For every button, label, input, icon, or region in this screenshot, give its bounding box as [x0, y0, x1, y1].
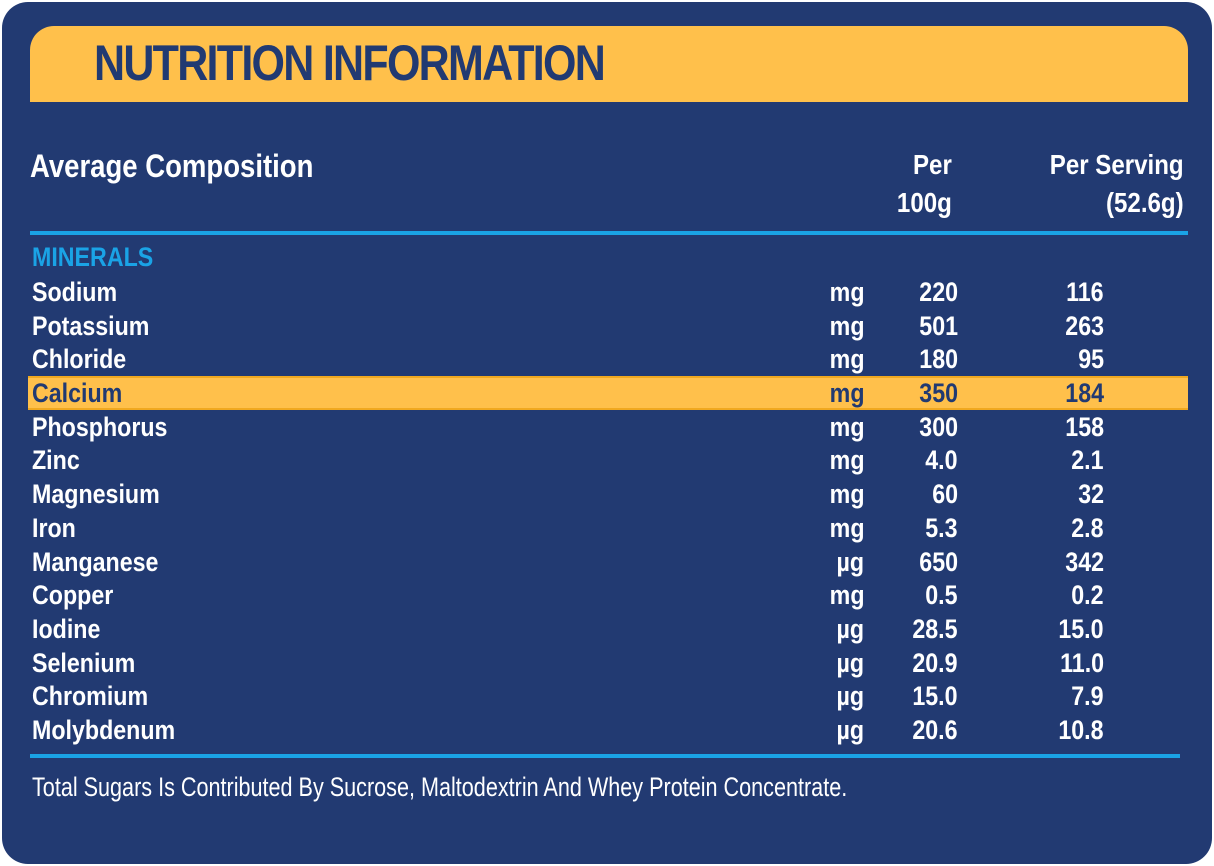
unit-label: mg — [829, 479, 864, 510]
unit-label: mg — [829, 310, 864, 341]
table-row: Calcium mg 350 184 — [28, 376, 1188, 410]
per-serving-value: 158 — [1065, 411, 1104, 442]
nutrient-name: Iron — [32, 512, 76, 543]
table-row: Potassium mg 501 263 — [28, 309, 1188, 343]
unit-label: µg — [836, 714, 864, 745]
per-serving-value: 11.0 — [1060, 647, 1104, 678]
per-serving-value: 32 — [1078, 479, 1104, 510]
nutrient-name: Chromium — [32, 681, 149, 712]
per-100g-value: 501 — [919, 310, 958, 341]
nutrient-name: Calcium — [32, 378, 123, 409]
table-row: Sodium mg 220 116 — [28, 275, 1188, 309]
unit-label: mg — [829, 411, 864, 442]
per-serving-value: 116 — [1066, 277, 1104, 307]
unit-label: µg — [836, 647, 864, 678]
nutrient-name: Zinc — [32, 445, 80, 476]
per-100g-value: 5.3 — [925, 512, 958, 543]
footnote: Total Sugars Is Contributed By Sucrose, … — [32, 772, 848, 802]
per-100g-header-line1: Per — [913, 149, 952, 180]
per-serving-value: 2.8 — [1071, 512, 1104, 543]
per-100g-value: 0.5 — [925, 580, 958, 611]
unit-label: mg — [829, 512, 864, 543]
per-100g-value: 28.5 — [912, 613, 958, 644]
page-title: NUTRITION INFORMATION — [94, 35, 606, 91]
composition-header: Average Composition — [30, 148, 314, 184]
per-100g-value: 350 — [919, 378, 958, 409]
per-serving-value: 7.9 — [1071, 681, 1104, 712]
per-serving-value: 15.0 — [1058, 613, 1104, 644]
unit-label: mg — [829, 580, 864, 611]
per-serving-value: 0.2 — [1071, 580, 1104, 611]
unit-label: µg — [836, 681, 864, 712]
table-row: Magnesium mg 60 32 — [28, 477, 1188, 511]
section-label-minerals: MINERALS — [32, 242, 154, 272]
unit-label: µg — [836, 613, 864, 644]
per-serving-header-line1: Per Serving — [1050, 149, 1184, 180]
per-100g-header-line2: 100g — [897, 187, 952, 218]
per-100g-value: 180 — [919, 344, 958, 375]
per-100g-value: 60 — [932, 479, 958, 510]
per-100g-value: 300 — [919, 411, 958, 442]
per-100g-value: 20.9 — [912, 647, 958, 678]
table-row: Selenium µg 20.9 11.0 — [28, 646, 1188, 680]
unit-label: mg — [829, 378, 864, 409]
per-serving-header-line2: (52.6g) — [1106, 187, 1184, 218]
table-row: Chromium µg 15.0 7.9 — [28, 679, 1188, 713]
title-band: NUTRITION INFORMATION — [30, 26, 1188, 102]
nutrient-name: Selenium — [32, 647, 136, 678]
nutrient-name: Chloride — [32, 344, 127, 375]
per-serving-value: 10.8 — [1058, 714, 1104, 745]
nutrient-name: Molybdenum — [32, 714, 176, 745]
table-row: Manganese µg 650 342 — [28, 545, 1188, 579]
nutrient-name: Potassium — [32, 310, 150, 341]
table-row: Phosphorus mg 300 158 — [28, 410, 1188, 444]
per-serving-value: 263 — [1065, 310, 1104, 341]
per-serving-value: 95 — [1078, 344, 1104, 375]
table-row: Iodine µg 28.5 15.0 — [28, 612, 1188, 646]
per-100g-value: 650 — [919, 546, 958, 577]
per-100g-value: 15.0 — [912, 681, 958, 712]
nutrient-name: Magnesium — [32, 479, 160, 510]
per-100g-value: 220 — [919, 277, 958, 307]
nutrient-name: Iodine — [32, 613, 101, 644]
unit-label: mg — [829, 344, 864, 375]
per-100g-value: 4.0 — [925, 445, 958, 476]
header-divider — [30, 231, 1188, 235]
per-serving-value: 184 — [1065, 378, 1104, 409]
unit-label: µg — [836, 546, 864, 577]
footer-divider — [30, 754, 1180, 758]
per-serving-header: Per Serving (52.6g) — [1050, 146, 1184, 222]
per-100g-header: Per 100g — [897, 146, 952, 222]
per-100g-value: 20.6 — [912, 714, 958, 745]
nutrient-name: Sodium — [32, 277, 118, 307]
table-row: Iron mg 5.3 2.8 — [28, 511, 1188, 545]
nutrient-name: Copper — [32, 580, 114, 611]
nutrient-name: Phosphorus — [32, 411, 168, 442]
per-serving-value: 342 — [1065, 546, 1104, 577]
unit-label: mg — [829, 277, 864, 307]
table-row: Chloride mg 180 95 — [28, 342, 1188, 376]
unit-label: mg — [829, 445, 864, 476]
table-row: Zinc mg 4.0 2.1 — [28, 443, 1188, 477]
table-row: Copper mg 0.5 0.2 — [28, 578, 1188, 612]
nutrient-name: Manganese — [32, 546, 159, 577]
per-serving-value: 2.1 — [1071, 445, 1104, 476]
table-row: Molybdenum µg 20.6 10.8 — [28, 713, 1188, 747]
minerals-table: Sodium mg 220 116 Potassium mg 501 263 Chloride m… — [28, 275, 1188, 747]
